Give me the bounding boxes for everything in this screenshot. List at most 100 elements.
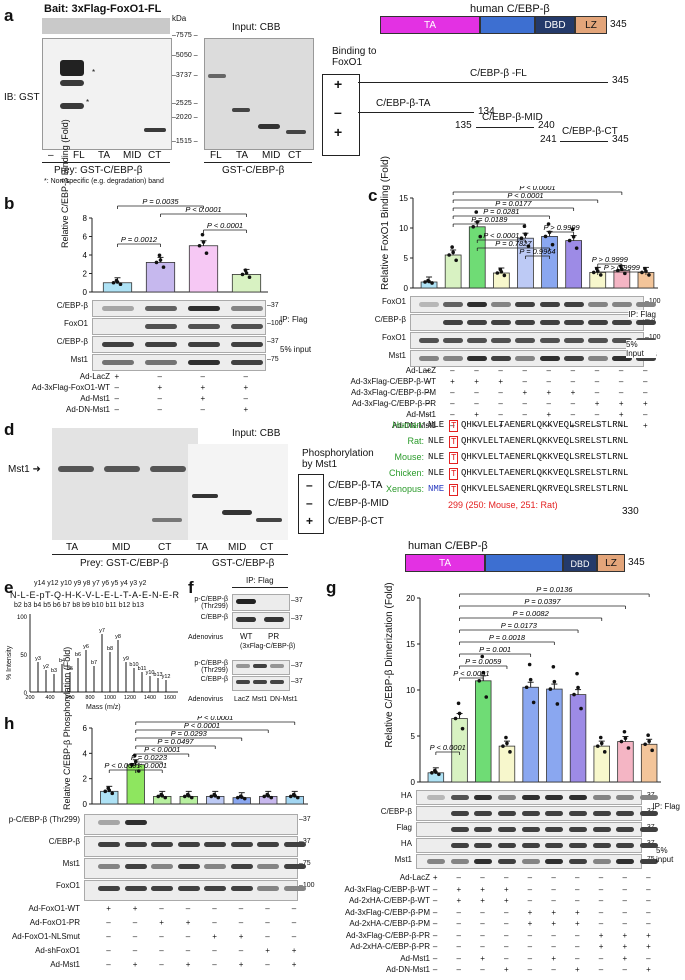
- h-sign: +: [132, 960, 138, 969]
- h-row2-band: [98, 842, 121, 847]
- seq-prefix: NLE: [428, 452, 445, 462]
- data-point: [133, 759, 138, 764]
- protein-title-a: human C/EBP-β: [470, 3, 550, 15]
- data-point: [579, 706, 583, 711]
- h-row4-band: [177, 886, 200, 891]
- c-sign: –: [618, 388, 624, 397]
- binding-sign-1: +: [334, 76, 343, 92]
- site-note: 299 (250: Mouse, 251: Rat): [448, 500, 558, 510]
- data-point: [426, 278, 430, 283]
- cbb-gel-d: [188, 444, 288, 540]
- g-row1-band: [474, 795, 493, 800]
- g-row3-band: [545, 827, 564, 832]
- g-sign: –: [598, 953, 604, 963]
- g-row3-band: [497, 827, 516, 832]
- g-row5-band: [616, 859, 635, 864]
- c-sign: –: [618, 377, 624, 386]
- h-condition-label: Ad-FoxO1-NLSmut: [11, 932, 80, 941]
- h-sign: +: [238, 960, 244, 969]
- g-row1-band: [497, 795, 516, 800]
- bait-label: Bait: 3xFlag-FoxO1-FL: [44, 3, 162, 15]
- bar-5: [522, 686, 539, 783]
- construct-mid: C/EBP-β-MID: [482, 112, 543, 123]
- ylabel-b: Relative C/EBP-β Binding (Fold): [60, 119, 70, 248]
- data-point: [262, 794, 267, 799]
- prey-lane-label: TA: [98, 150, 111, 161]
- c-sign: +: [450, 377, 455, 386]
- h-row3-band: [230, 864, 253, 869]
- binding-sign-3: +: [334, 124, 343, 140]
- g-sign: +: [551, 907, 557, 917]
- c-row3-band: [443, 338, 464, 343]
- h-row3-band: [257, 864, 280, 869]
- b-sign: –: [114, 383, 119, 392]
- h-row4-band: [230, 886, 253, 891]
- e-peak-label: y9: [123, 656, 129, 662]
- peptide-bions: b2 b3 b4 b5 b6 b7 b8 b9 b10 b11 b12 b13: [14, 602, 144, 609]
- data-point: [447, 253, 451, 257]
- p-value: P > 0.9999: [592, 255, 629, 264]
- g-sign: –: [503, 942, 509, 951]
- h-marker: –100: [299, 882, 315, 889]
- g-sign: +: [480, 884, 485, 894]
- h-sign: –: [185, 932, 191, 941]
- g-sign: –: [432, 896, 438, 905]
- marker-right: 25 –: [184, 100, 198, 107]
- c-sign: –: [618, 421, 624, 430]
- c-sign: –: [570, 399, 576, 408]
- g-sign: –: [503, 930, 509, 940]
- data-point: [110, 791, 115, 796]
- g-sign: –: [527, 930, 533, 940]
- c-sign: –: [546, 421, 551, 430]
- marker-right: 37 –: [184, 72, 198, 79]
- data-point: [546, 222, 551, 226]
- c-sign: +: [570, 421, 576, 430]
- data-point: [189, 795, 194, 800]
- p-value: P = 0.7827: [495, 239, 532, 248]
- g-sign: –: [551, 884, 556, 894]
- c-sign: –: [570, 377, 576, 386]
- d-lane-label: MID: [112, 542, 131, 553]
- c-sign: –: [546, 377, 551, 386]
- p-value: P = 0.0397: [524, 597, 561, 606]
- h-sign: +: [159, 918, 164, 927]
- construct-fl: C/EBP-β -FL: [470, 68, 527, 79]
- c-sign: –: [498, 388, 503, 397]
- g-row2-band: [521, 811, 540, 816]
- p-value: P = 0.0177: [495, 199, 532, 208]
- data-point: [650, 748, 654, 753]
- g-sign: –: [551, 930, 556, 940]
- c-row1-band: [491, 302, 512, 307]
- h-sign: –: [291, 918, 297, 927]
- e-y-tick: 100: [17, 615, 28, 621]
- species-label: Chicken:: [388, 468, 424, 478]
- construct-ta-line: [358, 112, 474, 113]
- g-row1-band: [521, 795, 540, 800]
- f-band2: [253, 664, 267, 668]
- data-point: [572, 692, 576, 697]
- data-point: [478, 234, 483, 239]
- data-point: [430, 281, 434, 285]
- f-band: [236, 599, 256, 604]
- f-marker: –37: [291, 597, 303, 604]
- data-point: [235, 795, 240, 800]
- cbb-band-ct: [286, 130, 306, 134]
- c-sign: –: [426, 421, 431, 430]
- f-band: [264, 617, 284, 622]
- f-band: [236, 617, 256, 622]
- b-row4-band: [101, 360, 134, 365]
- b-marker: –100: [267, 320, 283, 327]
- g-sign: +: [575, 907, 580, 917]
- h-row4-band: [257, 886, 280, 891]
- b-row1-band: [187, 306, 220, 311]
- p-value: P < 0.0001: [131, 761, 167, 770]
- data-point: [158, 258, 163, 262]
- data-point: [156, 794, 161, 799]
- c-row1-band: [635, 302, 656, 307]
- prey-underline: [42, 162, 170, 163]
- g-row5-band: [474, 859, 493, 864]
- h-sign: +: [265, 946, 270, 955]
- c-sign: –: [474, 388, 479, 397]
- g-row2-band: [450, 811, 469, 816]
- g-row5-band: [450, 859, 469, 864]
